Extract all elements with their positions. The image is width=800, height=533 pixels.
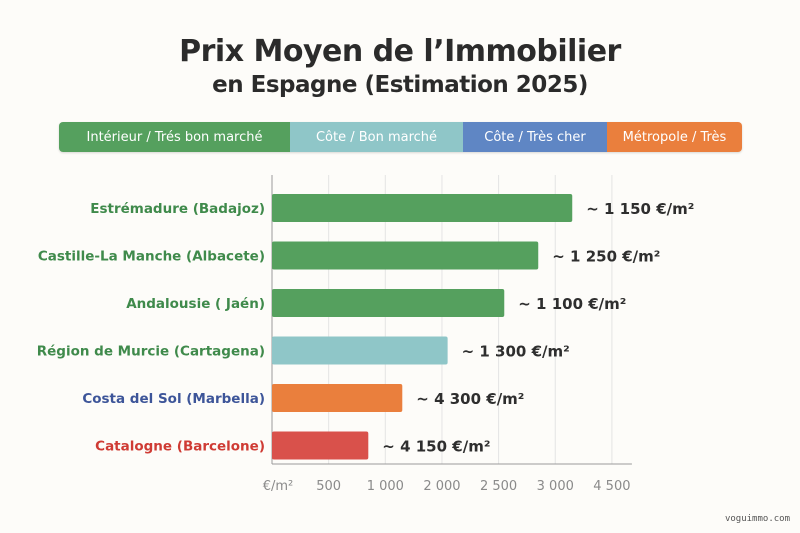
bar: [272, 431, 369, 460]
legend-item-cote-tres-cher: Côte / Très cher: [463, 122, 607, 152]
bar: [272, 384, 403, 412]
bar: [272, 194, 573, 222]
x-tick-label: 500: [316, 479, 341, 494]
data-label: ~ 4 300 €/m²: [416, 390, 524, 408]
x-tick-label: 4 500: [593, 479, 630, 494]
bar: [272, 289, 505, 317]
x-axis-label: €/m²: [263, 479, 294, 494]
bar: [272, 241, 539, 270]
legend-item-cote-bon-marche: Côte / Bon marché: [290, 122, 463, 152]
category-label: Costa del Sol (Marbella): [82, 391, 265, 407]
category-label: Catalogne (Barcelone): [95, 439, 265, 455]
x-tick-label: 3 000: [537, 479, 574, 494]
data-label: ~ 1 300 €/m²: [462, 343, 570, 361]
chart-title: Prix Moyen de l’Immobilier: [179, 34, 621, 69]
category-label: Andalousie ( Jaén): [126, 296, 265, 312]
category-label: Estrémadure (Badajoz): [90, 201, 265, 217]
x-tick-label: 1 000: [367, 479, 404, 494]
x-tick-label: 2 500: [480, 479, 517, 494]
legend-item-metropole: Métropole / Très: [607, 122, 742, 152]
category-label: Castille-La Manche (Albacete): [38, 249, 265, 265]
data-label: ~ 1 150 €/m²: [586, 200, 694, 218]
x-tick-label: 2 000: [423, 479, 460, 494]
chart-subtitle: en Espagne (Estimation 2025): [212, 72, 588, 98]
legend-item-interieur: Intérieur / Trés bon marché: [59, 122, 290, 152]
data-label: ~ 1 250 €/m²: [552, 248, 660, 266]
data-label: ~ 1 100 €/m²: [518, 295, 626, 313]
watermark: voguimmo.com: [724, 514, 790, 524]
legend: Intérieur / Trés bon marché Côte / Bon m…: [59, 122, 742, 152]
data-label: ~ 4 150 €/m²: [382, 438, 490, 456]
category-label: Région de Murcie (Cartagena): [37, 344, 265, 360]
bar: [272, 336, 448, 365]
